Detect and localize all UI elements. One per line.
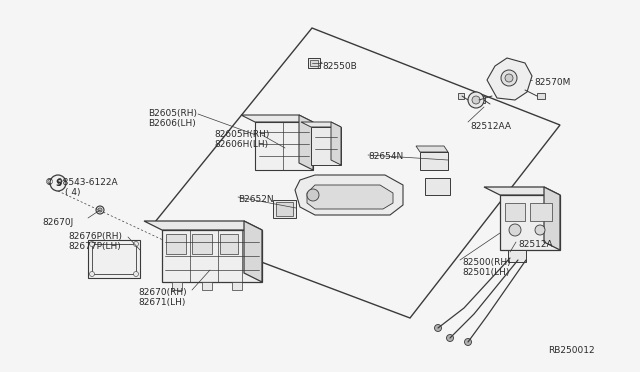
Text: 82501(LH): 82501(LH) — [462, 268, 509, 277]
Bar — [475, 96, 485, 103]
Polygon shape — [307, 185, 393, 209]
Bar — [172, 282, 182, 290]
Circle shape — [435, 324, 442, 331]
Circle shape — [468, 92, 484, 108]
Text: RB250012: RB250012 — [548, 346, 595, 355]
Text: 82550B: 82550B — [322, 62, 356, 71]
Polygon shape — [420, 152, 448, 170]
Text: ( 4): ( 4) — [65, 188, 81, 197]
Bar — [192, 234, 212, 254]
Bar — [530, 203, 552, 221]
Polygon shape — [487, 58, 532, 100]
Bar — [308, 58, 320, 68]
Text: B2652N: B2652N — [238, 195, 274, 204]
Polygon shape — [244, 221, 262, 282]
Bar — [458, 93, 464, 99]
Text: 82676P(RH): 82676P(RH) — [68, 232, 122, 241]
Bar — [92, 244, 136, 274]
Polygon shape — [144, 221, 262, 230]
Polygon shape — [162, 230, 262, 282]
Circle shape — [90, 241, 95, 247]
Bar — [220, 234, 238, 254]
Text: 82670(RH): 82670(RH) — [138, 288, 187, 297]
Circle shape — [96, 206, 104, 214]
Text: S: S — [55, 179, 61, 187]
Circle shape — [465, 339, 472, 346]
Polygon shape — [331, 122, 341, 165]
Circle shape — [509, 224, 521, 236]
Text: B2606(LH): B2606(LH) — [148, 119, 196, 128]
Bar — [310, 60, 318, 66]
Circle shape — [447, 334, 454, 341]
Polygon shape — [425, 178, 450, 195]
Circle shape — [535, 225, 545, 235]
Polygon shape — [241, 115, 313, 122]
Text: 82654N: 82654N — [368, 152, 403, 161]
Polygon shape — [311, 127, 341, 165]
Circle shape — [501, 70, 517, 86]
Text: 82605H(RH): 82605H(RH) — [214, 130, 269, 139]
Polygon shape — [484, 187, 560, 195]
Polygon shape — [295, 175, 403, 215]
Bar — [232, 282, 242, 290]
Polygon shape — [544, 187, 560, 250]
Polygon shape — [301, 122, 341, 127]
Bar — [202, 282, 212, 290]
Circle shape — [134, 272, 138, 276]
Circle shape — [505, 74, 513, 82]
Text: 82677P(LH): 82677P(LH) — [68, 242, 121, 251]
Polygon shape — [299, 115, 313, 170]
Polygon shape — [255, 122, 313, 170]
Text: 82671(LH): 82671(LH) — [138, 298, 186, 307]
Circle shape — [472, 96, 480, 104]
Text: B2605(RH): B2605(RH) — [148, 109, 197, 118]
Text: 82500(RH): 82500(RH) — [462, 258, 511, 267]
Text: © 08543-6122A: © 08543-6122A — [45, 178, 118, 187]
Bar — [505, 203, 525, 221]
Polygon shape — [416, 146, 448, 152]
Text: 82606H(LH): 82606H(LH) — [214, 140, 268, 149]
Polygon shape — [500, 195, 560, 250]
Text: 82570M: 82570M — [534, 78, 570, 87]
Circle shape — [134, 241, 138, 247]
Bar — [88, 240, 140, 278]
Polygon shape — [273, 200, 296, 218]
Text: 82512A: 82512A — [518, 240, 552, 249]
Circle shape — [50, 175, 66, 191]
Circle shape — [307, 189, 319, 201]
Circle shape — [98, 208, 102, 212]
Text: 82512AA: 82512AA — [470, 122, 511, 131]
Bar — [166, 234, 186, 254]
Bar — [508, 250, 526, 262]
Bar — [537, 93, 545, 99]
Text: 82670J: 82670J — [42, 218, 73, 227]
Bar — [276, 202, 293, 216]
Circle shape — [90, 272, 95, 276]
